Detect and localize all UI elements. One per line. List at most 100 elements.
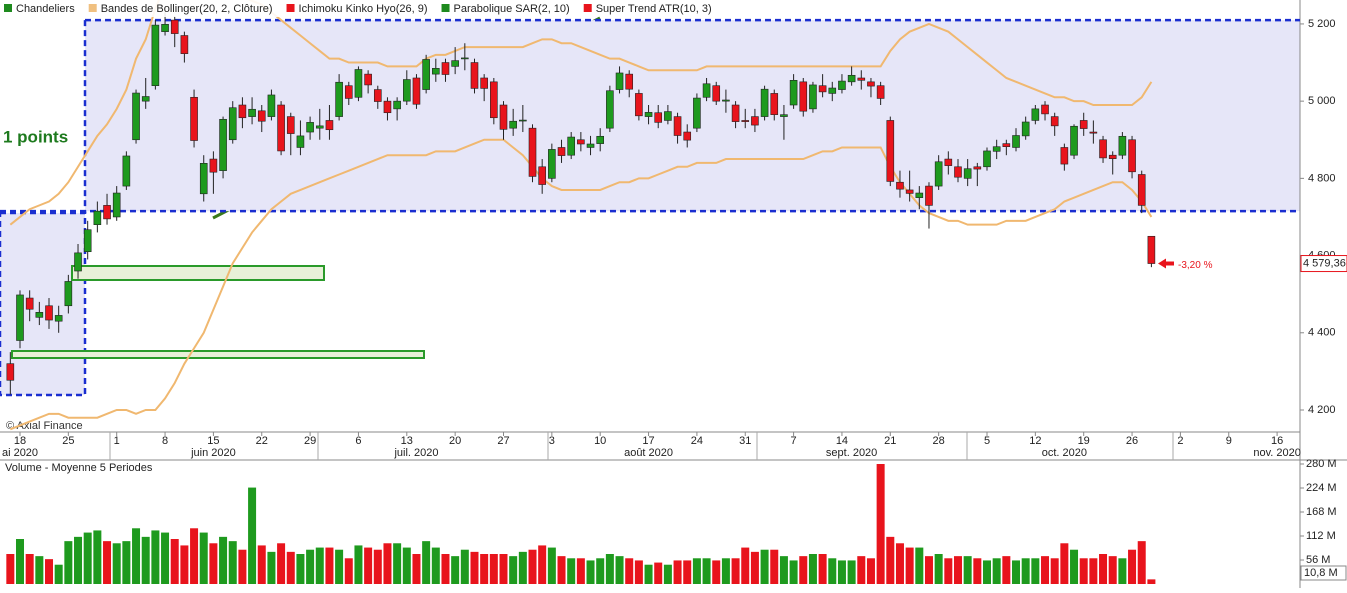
candle-body (896, 181, 904, 190)
volume-bar (567, 558, 576, 584)
candle-body (973, 166, 982, 170)
candle-body (983, 150, 991, 168)
volume-bar (6, 554, 15, 584)
volume-bar (103, 541, 112, 584)
candle-body (1060, 147, 1069, 165)
volume-bar (1128, 549, 1137, 584)
x-tick-label: 10 (594, 435, 606, 447)
volume-bar (112, 543, 121, 584)
x-tick-label: 7 (791, 435, 797, 447)
volume-bar (344, 558, 353, 584)
volume-bar (1089, 558, 1098, 584)
candle-body (606, 90, 614, 129)
volume-bar (760, 549, 769, 584)
volume-bar (692, 558, 701, 584)
candle-body (499, 104, 508, 130)
candle-body (625, 73, 634, 90)
candle-body (577, 139, 585, 145)
x-tick-label: 16 (1271, 435, 1283, 447)
candle-body (103, 205, 111, 220)
candle-body (161, 24, 169, 32)
volume-bar (596, 558, 605, 584)
volume-bar (702, 558, 711, 584)
legend-background (0, 0, 540, 17)
volume-bar (673, 560, 682, 584)
volume-bar (1041, 556, 1050, 584)
candle-body (615, 72, 624, 90)
y-tick-label: 168 M (1306, 506, 1337, 518)
candle-body (683, 131, 692, 141)
volume-bar (770, 549, 779, 584)
volume-bar (1118, 558, 1127, 584)
volume-bar (277, 543, 286, 584)
candle-body (402, 79, 411, 102)
candle-body (1041, 104, 1049, 115)
y-tick-label: 224 M (1306, 482, 1337, 494)
candle-body (1079, 120, 1088, 129)
candle-body (238, 104, 247, 119)
y-tick-label: 4 400 (1308, 327, 1336, 339)
volume-bar (25, 554, 34, 584)
candle-body (170, 19, 179, 34)
candle-body (45, 305, 53, 321)
volume-bar (615, 556, 624, 584)
candle-body (963, 168, 972, 179)
candle-body (789, 80, 798, 106)
volume-bar (499, 554, 508, 584)
candle-body (538, 166, 546, 185)
volume-bar (1147, 579, 1156, 584)
candle-body (354, 69, 363, 98)
legend-label: Super Trend ATR(10, 3) (596, 3, 712, 15)
month-label: juin 2020 (190, 447, 236, 459)
candle-body (731, 104, 740, 122)
volume-bar (992, 558, 1001, 584)
x-tick-label: 24 (691, 435, 703, 447)
volume-bar (286, 551, 295, 584)
volume-bar (1108, 556, 1117, 584)
month-separators (109, 432, 1174, 460)
volume-bar (683, 560, 692, 584)
volume-bar (1002, 556, 1011, 584)
legend-swatch (4, 4, 12, 12)
candle-body (1108, 154, 1117, 159)
volume-bar (983, 560, 991, 584)
volume-bar (934, 554, 943, 584)
candle-body (470, 62, 479, 89)
volume-bar (837, 560, 846, 584)
month-label: juil. 2020 (393, 447, 438, 459)
candle-body (1031, 108, 1040, 121)
volume-bar (296, 554, 305, 584)
candle-body (335, 81, 343, 117)
month-label: ai 2020 (2, 447, 38, 459)
candle-body (209, 158, 218, 173)
volume-bar (422, 541, 431, 584)
volume-bar (847, 560, 856, 584)
volume-bar (750, 551, 759, 584)
volume-bar (509, 556, 518, 584)
volume-bar (779, 556, 788, 584)
candle-body (867, 81, 875, 87)
candle-body (596, 135, 605, 144)
volume-bar (963, 556, 972, 584)
candle-body (905, 189, 914, 194)
candle-body (548, 149, 556, 179)
y-tick-label: 4 800 (1308, 172, 1336, 184)
candle-body (296, 135, 305, 148)
x-tick-label: 26 (1126, 435, 1138, 447)
volume-bar (518, 551, 527, 584)
x-tick-label: 20 (449, 435, 461, 447)
volume-bar (538, 545, 547, 584)
month-label: sept. 2020 (826, 447, 877, 459)
volume-bar (654, 562, 663, 584)
legend-swatch (88, 4, 97, 12)
y-tick-label: 112 M (1306, 530, 1336, 542)
x-tick-label: 18 (14, 435, 26, 447)
volume-bar (799, 556, 808, 584)
volume-bar (373, 549, 382, 584)
candle-body (1089, 131, 1098, 134)
candle-body (441, 62, 450, 75)
volume-bar (431, 547, 440, 584)
volume-bar (460, 549, 469, 584)
volume-bar (412, 554, 421, 584)
x-tick-label: 21 (884, 435, 896, 447)
